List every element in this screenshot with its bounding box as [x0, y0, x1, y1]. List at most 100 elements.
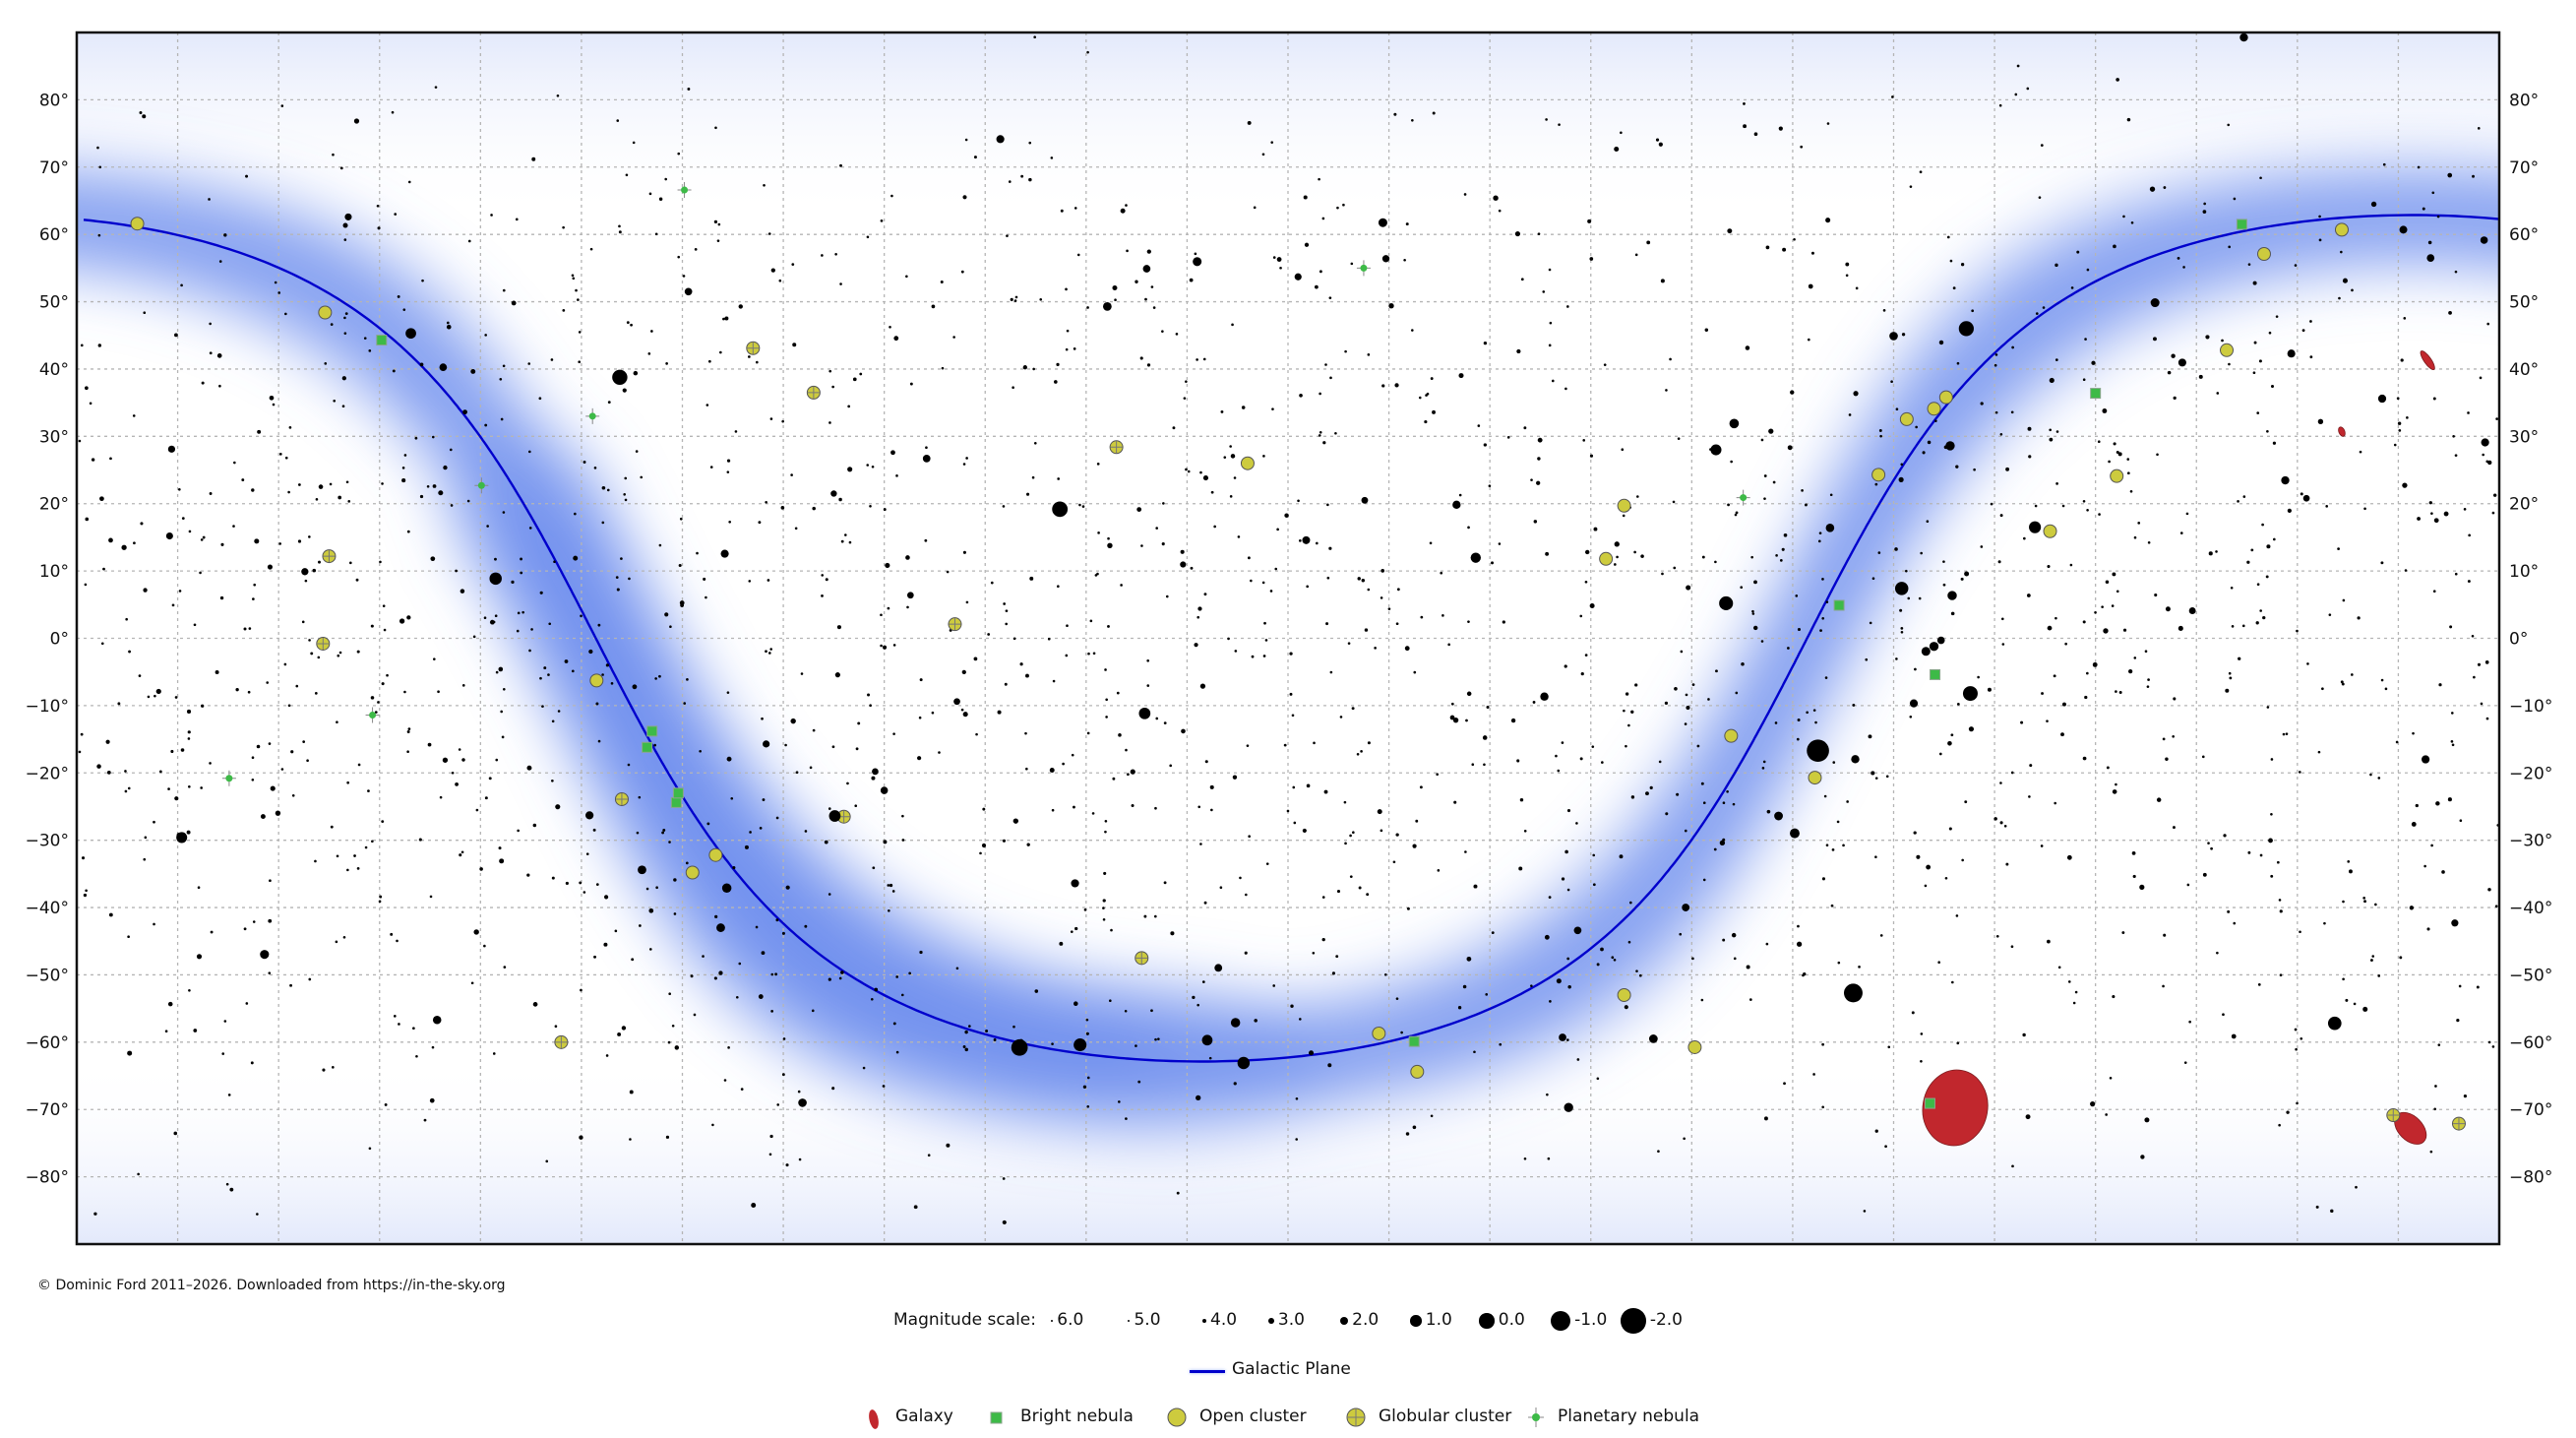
field-star [1934, 419, 1937, 422]
field-star [2458, 984, 2462, 988]
field-star [502, 511, 506, 514]
field-star [2403, 317, 2407, 320]
field-star [1483, 341, 1488, 345]
milky-way-blob [0, 152, 7, 230]
field-star [85, 517, 90, 522]
field-star [1680, 650, 1684, 654]
field-star [2427, 240, 2432, 245]
field-star [426, 484, 430, 488]
field-star [341, 405, 345, 408]
field-star [946, 1143, 951, 1148]
field-star [2276, 860, 2280, 864]
field-star [1920, 1059, 1923, 1063]
field-star [1645, 791, 1649, 796]
field-star [821, 254, 824, 257]
field-star [2247, 850, 2251, 854]
field-star [831, 745, 835, 749]
field-star [1319, 270, 1322, 274]
field-star [1545, 118, 1548, 121]
field-star [1450, 702, 1454, 706]
field-star [626, 321, 630, 325]
field-star [2342, 977, 2345, 981]
field-star [1405, 222, 1409, 226]
field-star [1086, 1104, 1090, 1108]
field-star [329, 482, 333, 486]
field-star [315, 498, 319, 501]
field-star [2133, 535, 2137, 539]
field-star [1592, 883, 1596, 887]
field-star [574, 512, 577, 516]
field-star [291, 793, 295, 797]
field-star [677, 152, 681, 156]
globular-cluster-marker [2451, 1116, 2466, 1131]
field-star [2238, 656, 2241, 660]
field-star [913, 1205, 918, 1210]
field-star [356, 867, 360, 870]
field-star [1395, 997, 1399, 1000]
field-star [377, 701, 380, 704]
field-star [1103, 871, 1107, 875]
field-star [1927, 440, 1932, 445]
field-star [1808, 283, 1813, 289]
field-star [2341, 682, 2345, 686]
field-star [1669, 357, 1672, 361]
field-star [484, 423, 488, 427]
field-star [763, 183, 766, 187]
field-star [1865, 657, 1869, 661]
field-star [790, 718, 796, 724]
field-star [1293, 821, 1297, 825]
field-star [2060, 732, 2064, 737]
field-star [620, 557, 623, 560]
field-star [2452, 434, 2455, 438]
field-star [1964, 800, 1968, 804]
field-star [2432, 397, 2436, 401]
field-star [1458, 493, 1462, 497]
field-star [1404, 646, 1410, 652]
field-star [1616, 555, 1619, 559]
field-star [1664, 701, 1669, 705]
field-star [617, 1032, 622, 1036]
field-star [1107, 536, 1110, 540]
field-star [2010, 410, 2014, 414]
field-star [955, 967, 959, 970]
field-star [1137, 1080, 1141, 1084]
open-cluster-marker [1899, 411, 1914, 426]
field-star [439, 795, 443, 799]
field-star [2459, 819, 2463, 822]
star [432, 1015, 442, 1025]
field-star [500, 710, 503, 714]
field-star [1213, 525, 1216, 529]
dec-tick-label-right: −10° [2509, 697, 2552, 717]
field-star [1549, 1000, 1552, 1003]
field-star [2286, 1110, 2290, 1114]
field-star [1076, 253, 1080, 257]
field-star [484, 334, 487, 337]
planetary-nebula-dot [369, 711, 377, 719]
field-star [495, 670, 499, 674]
field-star [1114, 298, 1117, 302]
field-star [1796, 737, 1800, 741]
field-star [336, 720, 338, 724]
field-star [1154, 806, 1157, 810]
field-star [515, 218, 519, 221]
dec-tick-label-right: 80° [2509, 91, 2539, 110]
field-star [1596, 963, 1600, 967]
field-star [545, 1159, 549, 1163]
field-star [1271, 407, 1274, 410]
field-star [1112, 777, 1116, 781]
field-star [706, 822, 710, 826]
field-star [654, 232, 658, 236]
field-star [639, 924, 642, 927]
field-star [2268, 838, 2273, 844]
field-star [1082, 1085, 1087, 1089]
field-star [735, 995, 739, 999]
field-star [2146, 685, 2150, 688]
field-star [1014, 295, 1018, 299]
field-star [1691, 683, 1695, 686]
field-star [1056, 362, 1060, 366]
star [1294, 273, 1302, 281]
field-star [2082, 756, 2087, 761]
field-star [2227, 909, 2231, 913]
field-star [2179, 531, 2183, 534]
field-star [1800, 145, 1804, 149]
